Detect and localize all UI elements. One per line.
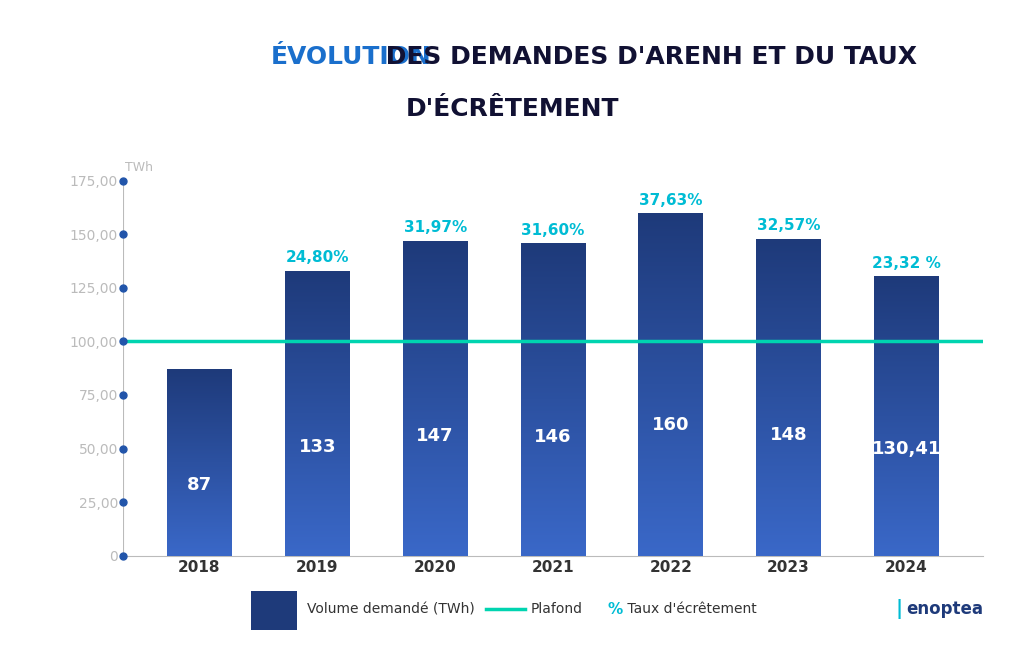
Text: 148: 148 xyxy=(770,426,808,444)
Text: enoptea: enoptea xyxy=(906,600,983,618)
Text: %: % xyxy=(607,601,623,616)
Text: DES DEMANDES D'ARENH ET DU TAUX: DES DEMANDES D'ARENH ET DU TAUX xyxy=(377,45,916,70)
Text: 24,80%: 24,80% xyxy=(286,251,349,266)
Text: 23,32 %: 23,32 % xyxy=(872,256,941,271)
Text: 31,97%: 31,97% xyxy=(403,220,467,236)
Text: TWh: TWh xyxy=(125,162,154,174)
Text: 133: 133 xyxy=(299,439,336,456)
Text: Taux d'écrêtement: Taux d'écrêtement xyxy=(623,602,757,616)
Text: 146: 146 xyxy=(535,428,571,446)
FancyBboxPatch shape xyxy=(251,590,297,630)
Text: 130,41: 130,41 xyxy=(871,441,941,459)
Text: 32,57%: 32,57% xyxy=(757,218,820,233)
Text: 147: 147 xyxy=(417,427,454,445)
Text: ÉVOLUTION: ÉVOLUTION xyxy=(270,45,431,70)
Text: 160: 160 xyxy=(652,417,689,434)
Text: 87: 87 xyxy=(187,475,212,494)
Text: |: | xyxy=(896,599,910,619)
Text: D'ÉCRÊTEMENT: D'ÉCRÊTEMENT xyxy=(406,97,618,121)
Text: Plafond: Plafond xyxy=(530,602,583,616)
Text: Volume demandé (TWh): Volume demandé (TWh) xyxy=(307,602,475,616)
Text: 31,60%: 31,60% xyxy=(521,223,585,238)
Text: 37,63%: 37,63% xyxy=(639,193,702,207)
